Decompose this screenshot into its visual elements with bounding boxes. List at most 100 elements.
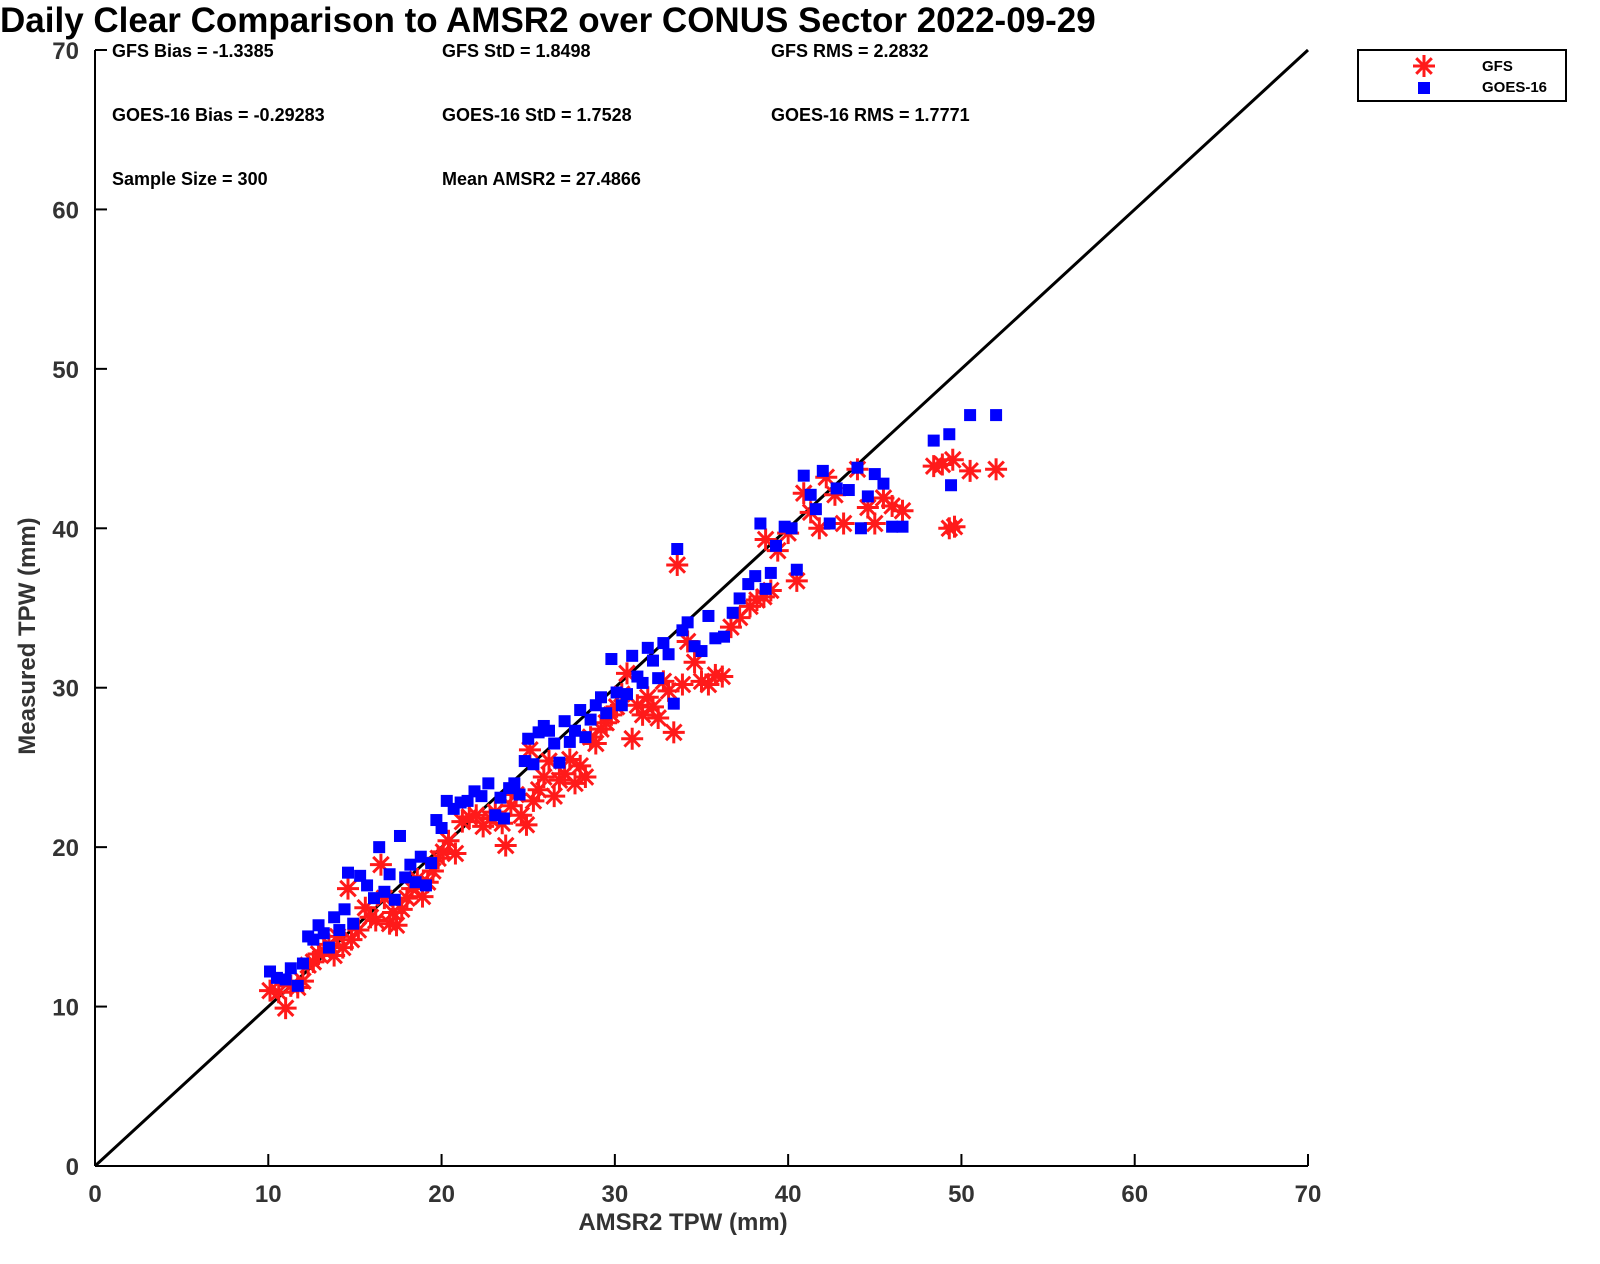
asterisk-stroke <box>673 675 692 694</box>
goes16-point <box>851 461 864 474</box>
goes16-point <box>610 686 623 699</box>
asterisk-stroke <box>342 930 361 949</box>
gfs-point <box>494 834 517 857</box>
goes16-point <box>328 911 341 924</box>
asterisk-stroke <box>756 530 775 549</box>
gfs-point <box>336 877 359 900</box>
gfs-point <box>543 785 566 808</box>
goes16-point <box>513 788 526 801</box>
goes16-point <box>718 630 731 643</box>
y-tick-label: 30 <box>52 676 79 703</box>
goes16-point <box>553 756 566 769</box>
asterisk-stroke <box>961 462 979 480</box>
asterisk-stroke <box>571 756 590 775</box>
x-tick-label: 20 <box>428 1181 455 1208</box>
goes16-point <box>594 691 607 704</box>
asterisk-stroke <box>517 815 536 834</box>
asterisk-stroke <box>496 836 515 855</box>
goes16-point <box>367 892 380 905</box>
goes16-point <box>600 707 613 720</box>
gfs-point <box>671 673 694 696</box>
x-tick-label: 0 <box>88 1181 101 1208</box>
goes16-point <box>317 927 330 940</box>
asterisk-stroke <box>668 556 687 574</box>
legend-gfs-marker <box>1413 55 1435 77</box>
x-tick-label: 40 <box>775 1181 802 1208</box>
goes16-point <box>543 724 556 737</box>
stat-goes16-bias: GOES-16 Bias = -0.29283 <box>112 105 325 125</box>
goes16-point <box>816 464 829 477</box>
asterisk-stroke <box>540 752 558 770</box>
goes16-point <box>291 979 304 992</box>
goes16-point <box>388 893 401 906</box>
goes16-point <box>522 732 535 745</box>
stat-gfs-std: GFS StD = 1.8498 <box>442 41 591 61</box>
asterisk-stroke <box>261 981 279 1000</box>
goes16-point <box>338 903 351 916</box>
goes16-point <box>886 520 899 533</box>
goes16-point <box>409 876 422 889</box>
asterisk-stroke <box>439 831 458 850</box>
asterisk-stroke <box>713 667 732 686</box>
goes16-point <box>584 713 597 726</box>
asterisk-stroke <box>512 806 531 825</box>
stat-mean-amsr2: Mean AMSR2 = 27.4866 <box>442 169 641 189</box>
goes16-point <box>333 924 346 937</box>
gfs-point <box>943 515 966 538</box>
goes16-point <box>797 469 810 482</box>
goes16-point <box>475 790 488 803</box>
goes16-series <box>264 409 1003 992</box>
gfs-point <box>662 721 685 744</box>
gfs-point <box>621 727 644 750</box>
goes16-point <box>296 957 309 970</box>
gfs-point <box>666 553 689 576</box>
gfs-series <box>259 448 1008 1020</box>
gfs-point <box>891 499 914 522</box>
gfs-point <box>647 707 670 730</box>
asterisk-stroke <box>794 484 813 503</box>
stat-gfs-bias: GFS Bias = -1.3385 <box>112 41 274 61</box>
legend-box <box>1357 49 1567 102</box>
goes16-point <box>646 654 659 667</box>
goes16-point <box>419 879 432 892</box>
goes16-point <box>378 885 391 898</box>
asterisk-stroke <box>817 468 836 487</box>
asterisk-stroke <box>699 675 718 694</box>
goes16-point <box>868 468 881 481</box>
asterisk-stroke <box>467 806 486 825</box>
y-axis-label: Measured TPW (mm) <box>14 517 41 754</box>
goes16-point <box>964 409 977 422</box>
goes16-point <box>990 409 1003 422</box>
goes16-point <box>733 592 746 605</box>
goes16-point <box>823 517 836 530</box>
asterisk-stroke <box>883 497 901 515</box>
x-tick-label: 70 <box>1295 1181 1322 1208</box>
gfs-point <box>574 765 597 788</box>
goes16-point <box>569 724 582 737</box>
goes16-point <box>341 866 354 879</box>
goes16-point <box>307 933 320 946</box>
goes16-point <box>809 503 822 516</box>
goes16-point <box>508 777 521 790</box>
goes16-point <box>461 794 474 807</box>
goes16-point <box>657 637 670 650</box>
gfs-point <box>832 512 855 535</box>
asterisk-stroke <box>987 460 1005 479</box>
goes16-point <box>373 841 386 854</box>
stat-goes16-rms: GOES-16 RMS = 1.7771 <box>771 105 970 125</box>
legend-goes16-label: GOES-16 <box>1482 79 1547 96</box>
goes16-point <box>927 434 940 447</box>
goes16-point <box>695 645 708 658</box>
axes: 0 10 20 30 40 50 60 70 0 10 20 30 40 50 60 70 <box>52 38 1321 1208</box>
chart-title: Daily Clear Comparison to AMSR2 over CON… <box>0 1 1096 40</box>
asterisk-stroke <box>644 698 662 716</box>
goes16-point <box>404 858 417 871</box>
gfs-point <box>985 458 1008 481</box>
gfs-point <box>385 914 408 937</box>
asterisk-stroke <box>1415 57 1433 75</box>
x-tick-label: 60 <box>1121 1181 1148 1208</box>
goes16-point <box>830 482 843 495</box>
goes16-point <box>943 428 956 441</box>
goes16-point <box>790 563 803 576</box>
goes16-point <box>754 517 767 530</box>
